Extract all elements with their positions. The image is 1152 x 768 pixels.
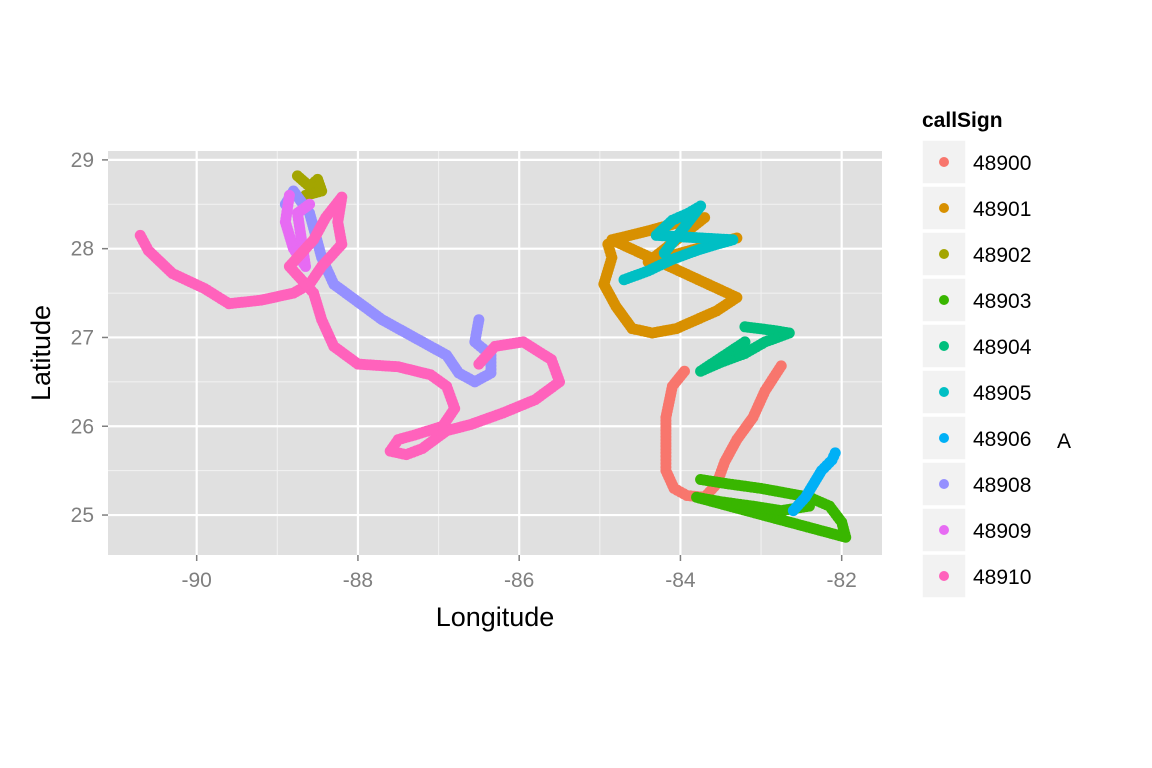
legend-swatch bbox=[939, 525, 949, 535]
y-tick-label: 28 bbox=[71, 238, 94, 261]
series-48906 bbox=[787, 447, 841, 517]
x-tick-label: -84 bbox=[665, 569, 696, 592]
legend: callSign 48900 48901 48902 48903 48904 48905 4… bbox=[921, 109, 1032, 599]
y-axis-title: Latitude bbox=[26, 305, 56, 401]
legend-label: 48901 bbox=[973, 198, 1031, 221]
legend-swatch bbox=[939, 157, 949, 167]
x-axis-title: Longitude bbox=[436, 602, 555, 632]
y-tick-label: 26 bbox=[71, 415, 94, 438]
series-48902 bbox=[291, 170, 328, 201]
data-point bbox=[473, 358, 485, 370]
x-tick-label: -86 bbox=[504, 569, 534, 592]
data-point bbox=[739, 336, 751, 348]
legend-label: 48900 bbox=[973, 152, 1031, 175]
y-tick-label: 29 bbox=[71, 149, 94, 172]
x-tick-label: -82 bbox=[827, 569, 857, 592]
y-tick-label: 27 bbox=[71, 326, 94, 349]
legend-title: callSign bbox=[922, 109, 1003, 132]
legend-label: 48904 bbox=[973, 336, 1032, 359]
legend-swatch bbox=[939, 571, 949, 581]
legend-label: 48910 bbox=[973, 566, 1031, 589]
legend-swatch bbox=[939, 295, 949, 305]
annotation-label: A bbox=[1057, 430, 1071, 453]
legend-label: 48909 bbox=[973, 520, 1031, 543]
legend-swatch bbox=[939, 433, 949, 443]
series-48903 bbox=[691, 474, 852, 543]
legend-label: 48903 bbox=[973, 290, 1031, 313]
x-tick-label: -88 bbox=[343, 569, 373, 592]
series-48900 bbox=[660, 360, 787, 503]
legend-label: 48902 bbox=[973, 244, 1031, 267]
x-tick-label: -90 bbox=[182, 569, 212, 592]
series-48910 bbox=[134, 191, 565, 461]
legend-label: 48905 bbox=[973, 382, 1031, 405]
legend-swatch bbox=[939, 479, 949, 489]
y-tick-label: 25 bbox=[71, 504, 94, 527]
legend-label: 48906 bbox=[973, 428, 1031, 451]
axes: -90 -88 -86 -84 -82 25 26 27 28 29 bbox=[71, 149, 857, 592]
legend-label: 48908 bbox=[973, 474, 1031, 497]
legend-swatch bbox=[939, 387, 949, 397]
series-48905 bbox=[618, 200, 739, 286]
data-point bbox=[775, 360, 787, 372]
legend-swatch bbox=[939, 249, 949, 259]
data-point bbox=[473, 314, 485, 326]
legend-key bbox=[921, 185, 967, 231]
data-point bbox=[304, 198, 316, 210]
series-48904 bbox=[695, 321, 795, 377]
gridlines bbox=[108, 151, 882, 555]
data-point bbox=[658, 247, 670, 259]
legend-key bbox=[921, 369, 967, 415]
data-point bbox=[829, 447, 841, 459]
data-points bbox=[134, 170, 852, 543]
legend-swatch bbox=[939, 203, 949, 213]
legend-swatch bbox=[939, 341, 949, 351]
